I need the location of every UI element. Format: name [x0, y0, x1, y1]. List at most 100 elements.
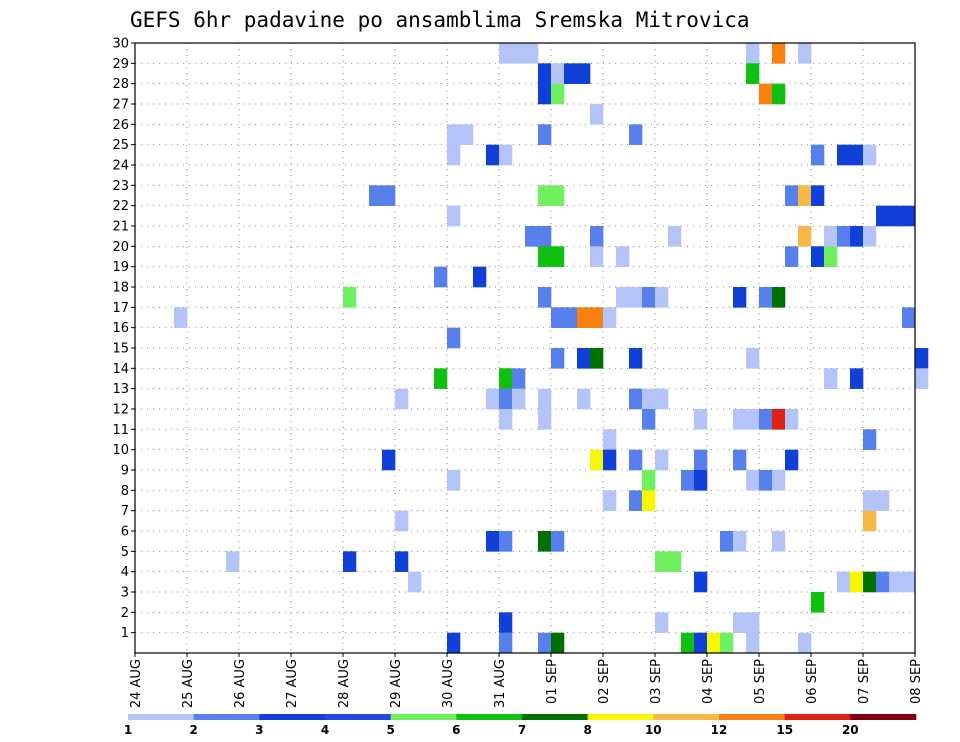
precip-cell [538, 388, 552, 410]
precip-cell [499, 43, 513, 64]
precip-cell [486, 144, 500, 166]
legend-swatch [850, 714, 917, 720]
precip-cell [629, 449, 643, 471]
precip-cell [772, 409, 786, 430]
precip-cell [642, 490, 656, 511]
precip-cell [824, 226, 838, 247]
precipitation-cells [174, 43, 929, 654]
y-tick-label: 30 [112, 37, 129, 52]
precip-cell [629, 490, 643, 511]
legend-swatch [784, 714, 851, 720]
legend-label: 7 [518, 723, 526, 737]
precip-cell [863, 490, 877, 511]
precip-cell [499, 612, 513, 633]
precip-cell [915, 368, 929, 389]
y-tick-label: 5 [121, 545, 129, 560]
precip-cell [538, 531, 552, 552]
precip-cell [343, 287, 357, 308]
precip-cell [681, 632, 695, 654]
precip-cell [512, 388, 526, 410]
y-tick-label: 14 [112, 362, 129, 377]
y-tick-label: 12 [112, 403, 129, 418]
precip-cell [733, 612, 747, 633]
precip-cell [538, 63, 552, 84]
precip-cell [798, 632, 812, 654]
legend-swatch [193, 714, 260, 720]
precip-cell [382, 185, 396, 206]
y-tick-label: 9 [121, 464, 129, 479]
precip-cell [408, 571, 422, 593]
precip-cell [681, 470, 695, 491]
y-tick-label: 23 [112, 179, 129, 194]
precip-cell [538, 409, 552, 430]
chart-grid [134, 42, 916, 653]
precip-cell [382, 449, 396, 471]
precip-cell [876, 571, 890, 593]
precip-cell [590, 307, 604, 328]
precip-cell [902, 205, 916, 227]
legend-swatch [653, 714, 720, 720]
precip-cell [551, 83, 565, 105]
precip-cell [499, 388, 513, 410]
y-tick-label: 16 [112, 321, 129, 336]
precip-cell [850, 571, 864, 593]
precip-cell [551, 531, 565, 552]
precip-cell [447, 327, 461, 349]
legend-label: 6 [452, 723, 460, 737]
precip-cell [395, 388, 409, 410]
precip-cell [538, 246, 552, 267]
precip-cell [824, 368, 838, 389]
precip-cell [395, 551, 409, 572]
precip-cell [889, 571, 903, 593]
precip-cell [772, 470, 786, 491]
x-tick-label: 27 AUG [285, 659, 300, 708]
precip-cell [473, 266, 487, 288]
precip-cell [460, 124, 474, 145]
x-tick-label: 06 SEP [805, 659, 820, 704]
precip-cell [603, 307, 617, 328]
y-axis-ticks: 1234567891011121314151617181920212223242… [112, 37, 135, 641]
precip-cell [629, 388, 643, 410]
precip-cell [850, 144, 864, 166]
precip-cell [343, 551, 357, 572]
legend-label: 5 [387, 723, 395, 737]
legend-label: 2 [190, 723, 198, 737]
precip-cell [642, 409, 656, 430]
precip-cell [759, 287, 773, 308]
precip-cell [759, 83, 773, 105]
precip-cell [564, 307, 578, 328]
x-tick-label: 08 SEP [909, 659, 924, 704]
precip-cell [863, 144, 877, 166]
precip-cell [447, 205, 461, 227]
precip-cell [551, 348, 565, 369]
precip-cell [434, 266, 448, 288]
precip-cell [863, 510, 877, 532]
precip-cell [447, 124, 461, 145]
legend-swatch [325, 714, 391, 720]
precip-cell [551, 185, 565, 206]
x-tick-label: 07 SEP [857, 659, 872, 704]
precip-cell [590, 104, 604, 125]
precip-cell [759, 470, 773, 491]
x-tick-label: 04 SEP [701, 659, 716, 704]
precip-cell [785, 246, 799, 267]
precip-cell [616, 246, 630, 267]
y-tick-label: 18 [112, 281, 129, 296]
y-tick-label: 10 [112, 443, 129, 458]
precip-cell [616, 287, 630, 308]
precip-cell [447, 632, 461, 654]
precip-cell [733, 287, 747, 308]
precip-cell [512, 43, 526, 64]
precip-cell [746, 470, 760, 491]
legend-label: 10 [645, 723, 662, 737]
legend-label: 15 [776, 723, 793, 737]
y-tick-label: 8 [121, 484, 129, 499]
y-tick-label: 15 [112, 342, 129, 357]
y-tick-label: 17 [112, 301, 129, 316]
precip-cell [577, 348, 591, 369]
y-tick-label: 3 [121, 586, 129, 601]
precip-cell [538, 185, 552, 206]
chart-title: GEFS 6hr padavine po ansamblima Sremska … [130, 8, 750, 32]
precip-cell [785, 185, 799, 206]
precip-cell [447, 470, 461, 491]
